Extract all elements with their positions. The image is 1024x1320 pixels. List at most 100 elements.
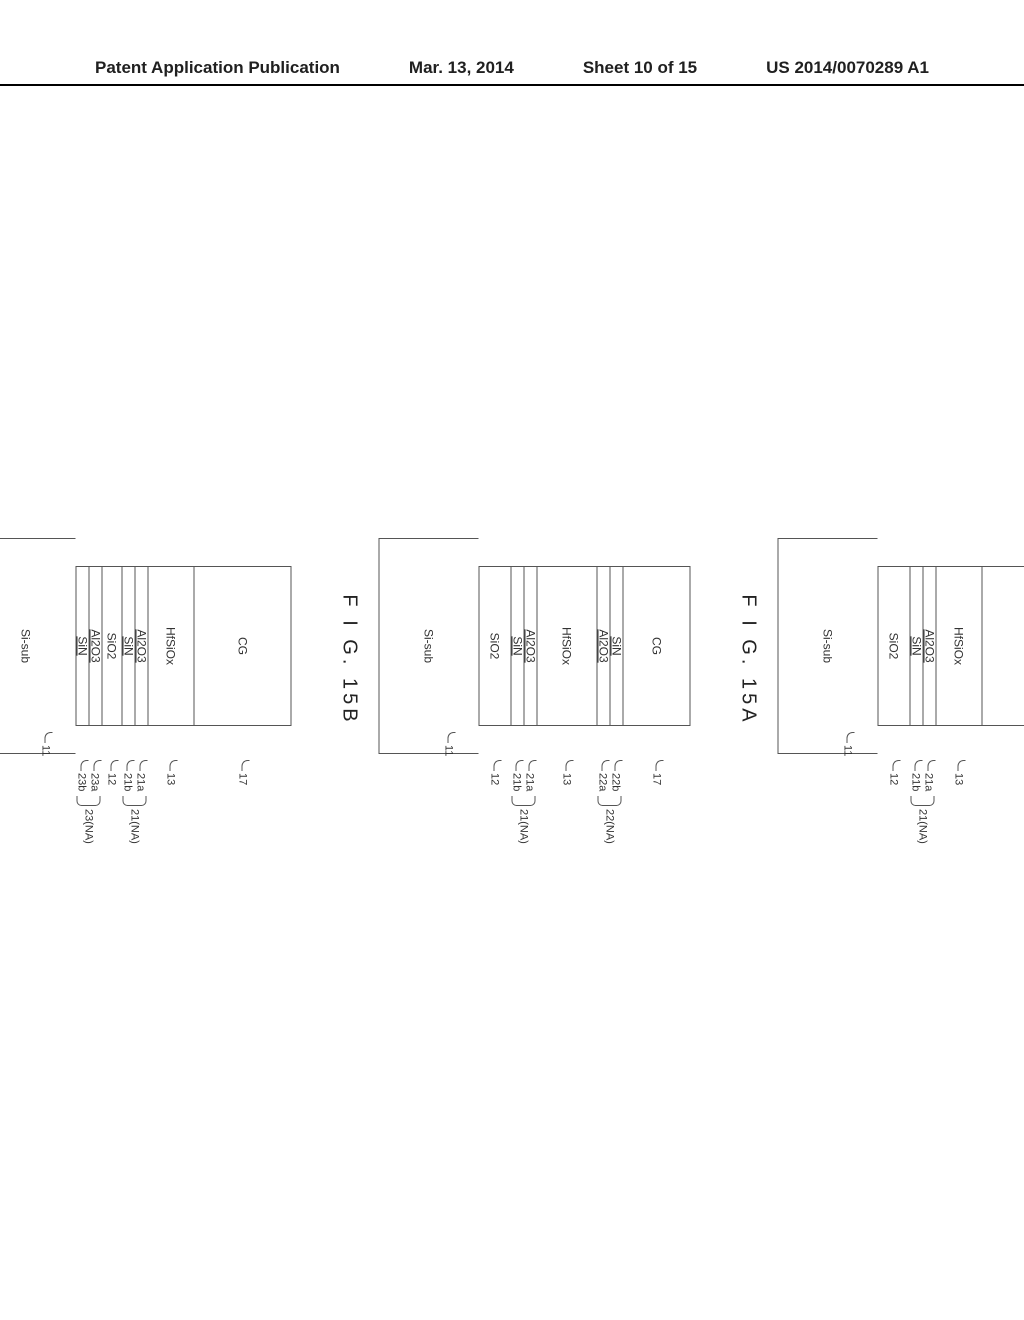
- leader-line: [656, 760, 664, 771]
- figure-caption: F I G. 15B: [338, 594, 361, 725]
- leader-line: [847, 732, 855, 743]
- reference-label: 22b: [610, 760, 622, 791]
- figure-caption: F I G. 15A: [737, 594, 760, 725]
- layer-stack: CGHfSiOxAl2O3SiNSiO2Si-sub171321a21(NA)2…: [778, 566, 1024, 754]
- reference-text: 21a: [923, 773, 935, 791]
- leader-line: [958, 760, 966, 771]
- header-sheet: Sheet 10 of 15: [583, 58, 697, 78]
- leader-line: [81, 760, 89, 771]
- reference-label: 13: [561, 760, 573, 785]
- substrate-ref-label: 11: [842, 732, 854, 756]
- layer: Al2O3: [597, 566, 610, 726]
- layer: HfSiOx: [537, 566, 597, 726]
- leader-line: [242, 760, 250, 771]
- layer-text: HfSiOx: [952, 627, 966, 665]
- substrate-ref-label: 11: [40, 732, 52, 756]
- layer: SiN: [610, 566, 623, 726]
- reference-label: 13: [165, 760, 177, 785]
- reference-label: 21b: [511, 760, 523, 791]
- reference-label: 23b: [76, 760, 88, 791]
- group-bracket: 21(NA): [512, 796, 536, 806]
- reference-label: 21b: [122, 760, 134, 791]
- reference-text: 17: [651, 773, 663, 785]
- layer-text: Al2O3: [597, 629, 611, 662]
- layer-text: CG: [650, 637, 664, 655]
- reference-text: 23a: [89, 773, 101, 791]
- reference-label: 21b: [910, 760, 922, 791]
- reference-label: 23a: [89, 760, 101, 791]
- layer-text: Al2O3: [135, 629, 149, 662]
- page: Patent Application Publication Mar. 13, …: [0, 0, 1024, 1320]
- reference-text: 21b: [910, 773, 922, 791]
- leader-line: [566, 760, 574, 771]
- header-date: Mar. 13, 2014: [409, 58, 514, 78]
- group-bracket: 21(NA): [123, 796, 147, 806]
- group-bracket: 23(NA): [77, 796, 101, 806]
- reference-label: 12: [888, 760, 900, 785]
- reference-label: 21a: [923, 760, 935, 791]
- reference-text: 11: [443, 745, 455, 756]
- layer-text: SiN: [511, 636, 525, 655]
- reference-label: 21a: [524, 760, 536, 791]
- reference-text: 13: [561, 773, 573, 785]
- reference-text: 11: [40, 745, 52, 756]
- leader-line: [94, 760, 102, 771]
- layer-text: SiO2: [887, 633, 901, 660]
- layer-text: CG: [236, 637, 250, 655]
- page-header: Patent Application Publication Mar. 13, …: [0, 58, 1024, 86]
- substrate-layer: Si-sub: [778, 538, 878, 754]
- layer-text: Si-sub: [422, 629, 436, 663]
- leader-line: [448, 732, 456, 743]
- reference-text: 21b: [122, 773, 134, 791]
- reference-text: 11: [842, 745, 854, 756]
- header-pubno: US 2014/0070289 A1: [766, 58, 929, 78]
- substrate-layer: Si-sub: [379, 538, 479, 754]
- layer: Al2O3: [135, 566, 148, 726]
- layer-text: Al2O3: [89, 629, 103, 662]
- leader-line: [170, 760, 178, 771]
- leader-line: [893, 760, 901, 771]
- reference-label: 17: [651, 760, 663, 785]
- header-left: Patent Application Publication: [95, 58, 340, 78]
- leader-line: [494, 760, 502, 771]
- layer: SiN: [511, 566, 524, 726]
- group-label: 23(NA): [83, 809, 95, 844]
- group-bracket: 22(NA): [598, 796, 622, 806]
- leader-line: [140, 760, 148, 771]
- layer: CG: [194, 566, 292, 726]
- leader-line: [111, 760, 119, 771]
- figures-rotated-container: CGHfSiOxAl2O3SiNSiO2Si-sub171321a21(NA)2…: [0, 566, 1024, 754]
- leader-line: [529, 760, 537, 771]
- reference-label: 12: [489, 760, 501, 785]
- layer-stack: CGHfSiOxAl2O3SiNSiO2Al2O3SiNSi-sub171321…: [0, 566, 292, 754]
- layer: SiO2: [878, 566, 910, 726]
- layer-text: Si-sub: [19, 629, 33, 663]
- leader-line: [127, 760, 135, 771]
- reference-text: 21a: [524, 773, 536, 791]
- layer: CG: [623, 566, 691, 726]
- figures-row: CGHfSiOxAl2O3SiNSiO2Si-sub171321a21(NA)2…: [0, 566, 1024, 754]
- reference-text: 12: [888, 773, 900, 785]
- layer: SiN: [122, 566, 135, 726]
- group-bracket: 21(NA): [911, 796, 935, 806]
- figure-15B: CGSiNAl2O3HfSiOxAl2O3SiNSiO2Si-sub1722b2…: [338, 566, 691, 754]
- layer: SiO2: [479, 566, 511, 726]
- group-label: 21(NA): [518, 809, 530, 844]
- reference-text: 13: [165, 773, 177, 785]
- reference-label: 17: [237, 760, 249, 785]
- group-label: 21(NA): [917, 809, 929, 844]
- layer: Al2O3: [524, 566, 537, 726]
- reference-text: 22b: [610, 773, 622, 791]
- layer-text: SiN: [76, 636, 90, 655]
- reference-text: 23b: [76, 773, 88, 791]
- reference-text: 21a: [135, 773, 147, 791]
- reference-text: 22a: [597, 773, 609, 791]
- figure-15A: CGHfSiOxAl2O3SiNSiO2Si-sub171321a21(NA)2…: [737, 566, 1024, 754]
- layer-stack: CGSiNAl2O3HfSiOxAl2O3SiNSiO2Si-sub1722b2…: [379, 566, 691, 754]
- layer: SiN: [910, 566, 923, 726]
- reference-label: 12: [106, 760, 118, 785]
- layer: SiN: [76, 566, 89, 726]
- layer: SiO2: [102, 566, 122, 726]
- substrate-layer: Si-sub: [0, 538, 76, 754]
- leader-line: [516, 760, 524, 771]
